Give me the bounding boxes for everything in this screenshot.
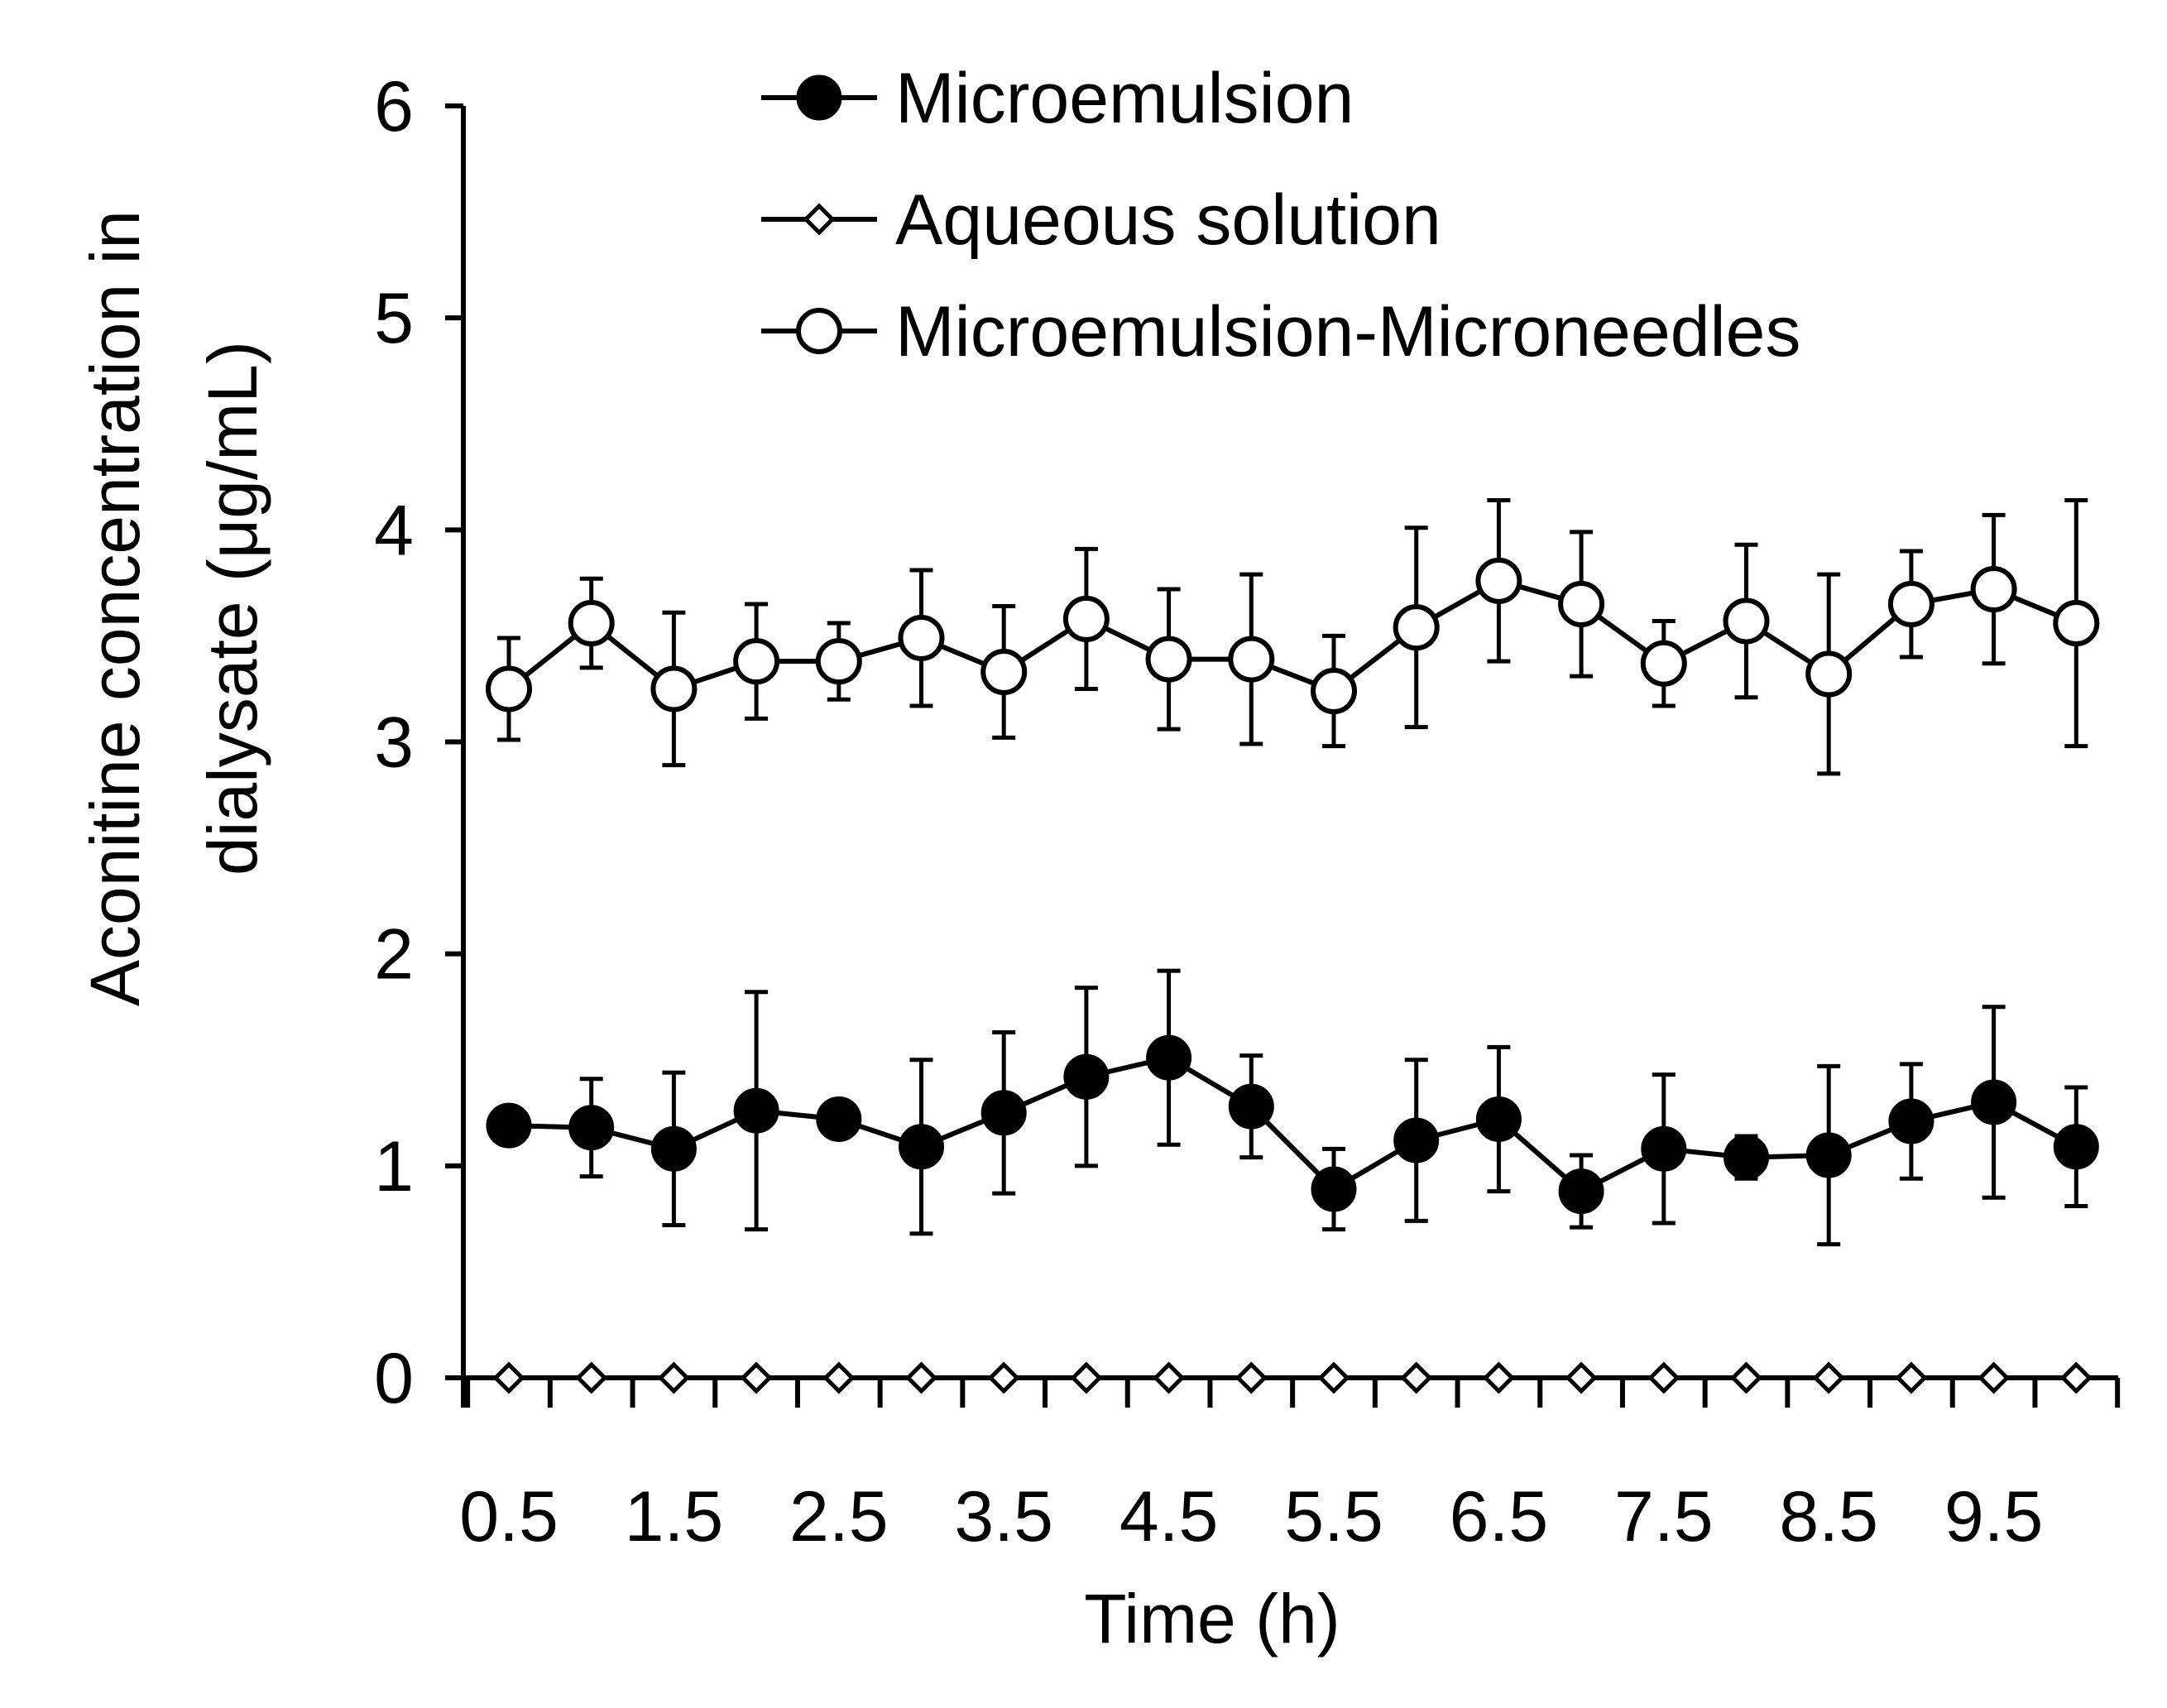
legend-label: Aqueous solution <box>895 180 1441 260</box>
data-point <box>1895 1361 1928 1394</box>
x-tick-label: 3.5 <box>954 1477 1053 1557</box>
data-point <box>1565 1361 1598 1394</box>
legend-label: Microemulsion <box>895 59 1354 138</box>
legend-marker <box>803 203 836 236</box>
data-point <box>1235 1361 1268 1394</box>
data-point <box>486 1102 532 1149</box>
data-point <box>2053 1124 2099 1170</box>
data-point <box>733 638 780 685</box>
legend-marker <box>796 308 842 354</box>
data-point <box>1228 1083 1274 1130</box>
data-point <box>980 1090 1027 1136</box>
data-point <box>1153 1361 1186 1394</box>
data-point <box>1482 1361 1515 1394</box>
data-point <box>1888 1098 1934 1144</box>
data-point <box>568 1105 615 1151</box>
axes: 0 1 2 3 4 5 6 0.5 1.5 2.5 3.5 4.5 5.5 6.5 7.5 8.5 9.5 <box>374 67 2121 1557</box>
data-point <box>486 665 532 712</box>
data-point <box>657 1361 690 1394</box>
data-point <box>575 1361 608 1394</box>
data-point <box>1317 1361 1350 1394</box>
x-axis-title: Time (h) <box>1084 1580 1340 1658</box>
legend-item-microemulsion-microneedles: Microemulsion-Microneedles <box>761 292 1800 372</box>
x-tick-label: 6.5 <box>1450 1477 1549 1557</box>
data-point <box>987 1361 1020 1394</box>
x-tick-label: 4.5 <box>1119 1477 1219 1557</box>
data-point <box>2053 600 2100 647</box>
data-point <box>1062 595 1110 642</box>
data-point <box>2059 1361 2093 1394</box>
x-tick-label: 9.5 <box>1944 1477 2044 1557</box>
y-tick-label: 5 <box>374 279 414 358</box>
legend-marker <box>796 74 842 121</box>
data-point <box>1729 1361 1763 1394</box>
y-axis-title-line-1: Aconitine concentration in <box>76 210 154 1006</box>
y-tick-label: 1 <box>374 1127 414 1207</box>
data-point <box>1145 636 1192 683</box>
data-point <box>822 1361 856 1394</box>
y-tick-label: 6 <box>374 67 414 146</box>
data-point <box>1812 1361 1845 1394</box>
y-tick-label: 2 <box>374 915 414 995</box>
data-point <box>1070 1361 1103 1394</box>
x-tick-label: 8.5 <box>1779 1477 1878 1557</box>
legend-item-aqueous-solution: Aqueous solution <box>761 180 1441 260</box>
data-point <box>1475 557 1522 604</box>
data-point <box>1970 566 2017 613</box>
data-point <box>1558 580 1605 627</box>
data-point <box>1311 1166 1357 1212</box>
legend-item-microemulsion: Microemulsion <box>761 59 1354 138</box>
data-point <box>492 1361 525 1394</box>
series-aqueous-solution <box>492 1361 2093 1394</box>
data-point <box>1558 1168 1604 1215</box>
data-point <box>1724 1135 1769 1181</box>
x-tick-label: 0.5 <box>459 1477 559 1557</box>
data-point <box>650 1125 697 1172</box>
x-tick-label: 5.5 <box>1284 1477 1383 1557</box>
data-point <box>1805 650 1853 698</box>
data-point <box>980 648 1028 695</box>
y-tick-label: 3 <box>374 703 414 783</box>
legend-label: Microemulsion-Microneedles <box>895 292 1800 372</box>
series-microemulsion-microneedles <box>486 497 2100 776</box>
data-point <box>1723 597 1770 645</box>
data-point <box>1805 1132 1852 1178</box>
data-point <box>1978 1361 2011 1394</box>
data-point <box>1400 1361 1433 1394</box>
data-point <box>1063 1053 1110 1100</box>
y-axis-title-line-2: dialysate (μg/mL) <box>194 341 271 876</box>
data-point <box>898 614 945 661</box>
data-point <box>733 1087 779 1134</box>
legend: Microemulsion Aqueous solution Microemulsi… <box>761 59 1800 372</box>
data-point <box>1640 640 1687 687</box>
data-point <box>1393 604 1440 651</box>
data-point <box>568 600 615 647</box>
data-point <box>1393 1117 1440 1163</box>
data-point <box>1887 580 1934 627</box>
x-tick-label: 1.5 <box>625 1477 724 1557</box>
x-tick-label: 7.5 <box>1614 1477 1714 1557</box>
data-point <box>816 1096 862 1142</box>
data-point <box>1228 636 1275 683</box>
series-microemulsion <box>486 968 2099 1247</box>
data-point <box>650 665 698 712</box>
y-tick-label: 0 <box>374 1339 414 1418</box>
data-point <box>904 1361 938 1394</box>
data-point <box>1311 668 1357 715</box>
data-point <box>815 638 862 685</box>
data-point <box>1475 1096 1522 1142</box>
data-point <box>899 1124 944 1170</box>
y-tick-label: 4 <box>374 491 414 570</box>
data-point <box>1971 1079 2017 1125</box>
series-layer <box>486 497 2100 1394</box>
data-point <box>740 1361 773 1394</box>
data-point <box>1641 1125 1687 1172</box>
data-point <box>1146 1034 1192 1081</box>
data-point <box>1647 1361 1680 1394</box>
x-tick-label: 2.5 <box>789 1477 889 1557</box>
